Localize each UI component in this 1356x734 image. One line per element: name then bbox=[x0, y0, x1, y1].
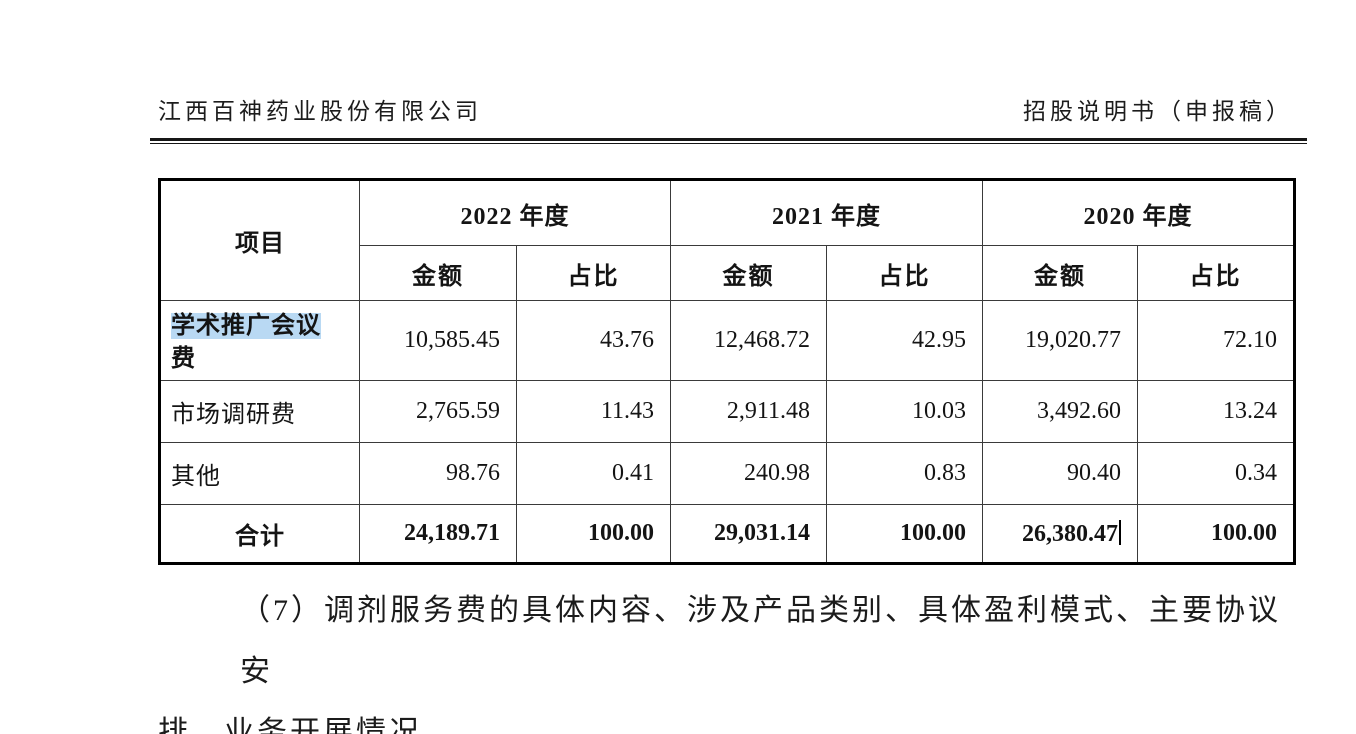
page-header: 江西百神药业股份有限公司 招股说明书（申报稿） bbox=[158, 92, 1293, 126]
column-header-ratio-2022: 占比 bbox=[516, 245, 671, 301]
cell-total-2021-amount: 29,031.14 bbox=[670, 504, 827, 564]
column-header-ratio-2020: 占比 bbox=[1137, 245, 1295, 301]
table-row-total: 合计 24,189.71 100.00 29,031.14 100.00 26,… bbox=[159, 504, 1295, 564]
row-label-academic-promotion: 学术推广会议费 bbox=[159, 300, 360, 381]
table-row-academic-promotion: 学术推广会议费 10,585.45 43.76 12,468.72 42.95 … bbox=[159, 300, 1295, 381]
header-divider-thin-line bbox=[150, 143, 1307, 144]
cell-2021-ratio: 10.03 bbox=[826, 380, 983, 443]
cell-total-2020-ratio: 100.00 bbox=[1137, 504, 1295, 564]
column-header-amount-2021: 金额 bbox=[670, 245, 827, 301]
cell-total-2020-amount: 26,380.47 bbox=[982, 504, 1138, 564]
cell-2020-amount: 3,492.60 bbox=[982, 380, 1138, 443]
row-label-other: 其他 bbox=[159, 442, 360, 505]
column-header-year-2021: 2021 年度 bbox=[670, 179, 983, 246]
paragraph-line-2: 排、业务开展情况 bbox=[158, 716, 422, 734]
cell-2021-ratio: 0.83 bbox=[826, 442, 983, 505]
cell-2022-amount: 2,765.59 bbox=[359, 380, 517, 443]
table-row-other: 其他 98.76 0.41 240.98 0.83 90.40 0.34 bbox=[159, 442, 1295, 505]
cell-2022-ratio: 0.41 bbox=[516, 442, 671, 505]
company-name: 江西百神药业股份有限公司 bbox=[158, 99, 482, 124]
cell-2022-ratio: 43.76 bbox=[516, 300, 671, 381]
column-header-year-2020: 2020 年度 bbox=[982, 179, 1295, 246]
document-title: 招股说明书（申报稿） bbox=[1023, 99, 1293, 124]
text-cursor bbox=[1119, 519, 1121, 545]
cell-total-2022-amount: 24,189.71 bbox=[359, 504, 517, 564]
expense-breakdown-table: 项目 2022 年度 2021 年度 2020 年度 金额 占比 金额 占比 金… bbox=[158, 178, 1296, 565]
search-highlighted-text: 学术推广会议 bbox=[171, 313, 321, 340]
cell-2020-amount: 19,020.77 bbox=[982, 300, 1138, 381]
cell-total-2021-ratio: 100.00 bbox=[826, 504, 983, 564]
cell-total-2022-ratio: 100.00 bbox=[516, 504, 671, 564]
column-header-item: 项目 bbox=[159, 179, 360, 301]
total-2020-amount-value: 26,380.47 bbox=[1022, 520, 1118, 547]
row-label-rest: 费 bbox=[171, 345, 196, 372]
cell-2021-amount: 2,911.48 bbox=[670, 380, 827, 443]
table-row-market-research: 市场调研费 2,765.59 11.43 2,911.48 10.03 3,49… bbox=[159, 380, 1295, 443]
column-header-ratio-2021: 占比 bbox=[826, 245, 983, 301]
cell-2022-amount: 10,585.45 bbox=[359, 300, 517, 381]
section-heading-paragraph: （7）调剂服务费的具体内容、涉及产品类别、具体盈利模式、主要协议安 排、业务开展… bbox=[158, 580, 1298, 734]
column-header-amount-2020: 金额 bbox=[982, 245, 1138, 301]
row-label-market-research: 市场调研费 bbox=[159, 380, 360, 443]
column-header-year-2022: 2022 年度 bbox=[359, 179, 671, 246]
cell-2022-amount: 98.76 bbox=[359, 442, 517, 505]
cell-2020-amount: 90.40 bbox=[982, 442, 1138, 505]
header-divider bbox=[150, 138, 1307, 144]
cell-2020-ratio: 0.34 bbox=[1137, 442, 1295, 505]
row-label-total: 合计 bbox=[159, 504, 360, 564]
cell-2020-ratio: 72.10 bbox=[1137, 300, 1295, 381]
paragraph-line-1: （7）调剂服务费的具体内容、涉及产品类别、具体盈利模式、主要协议安 bbox=[240, 594, 1281, 688]
header-divider-thick-line bbox=[150, 138, 1307, 141]
cell-2021-amount: 12,468.72 bbox=[670, 300, 827, 381]
column-header-amount-2022: 金额 bbox=[359, 245, 517, 301]
cell-2021-amount: 240.98 bbox=[670, 442, 827, 505]
cell-2021-ratio: 42.95 bbox=[826, 300, 983, 381]
table-header-year-row: 项目 2022 年度 2021 年度 2020 年度 bbox=[159, 179, 1295, 301]
cell-2022-ratio: 11.43 bbox=[516, 380, 671, 443]
cell-2020-ratio: 13.24 bbox=[1137, 380, 1295, 443]
